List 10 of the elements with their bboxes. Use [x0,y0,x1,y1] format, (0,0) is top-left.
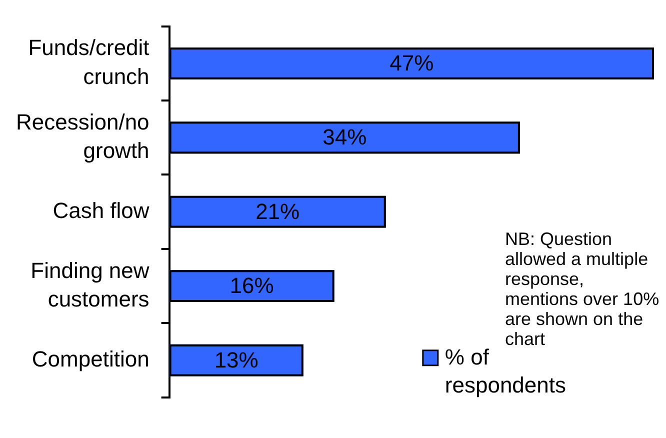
data-label: 21% [256,198,300,224]
y-tick-label: Funds/credit crunch [28,35,150,89]
data-label: 34% [322,124,367,150]
y-tick-label: Recession/no growth [16,109,150,163]
data-label: 47% [390,50,434,76]
data-label: 16% [230,273,274,298]
data-label: 13% [214,347,258,372]
y-tick-label: Finding new customers [30,258,150,312]
y-tick-label: Cash flow [52,198,150,223]
y-tick-label: Competition [32,346,150,372]
